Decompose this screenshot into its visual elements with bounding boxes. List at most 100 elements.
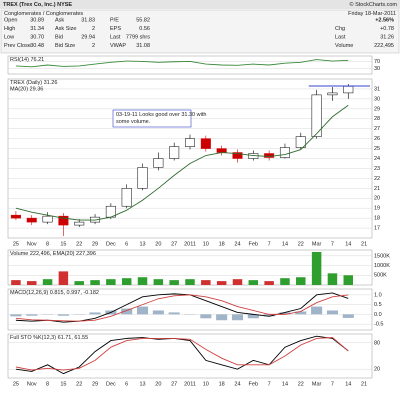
histogram-bar [231,314,244,321]
panel-title: Full STO %K(12,3) 61.71, 61.55 [10,335,88,341]
candle-body [295,136,306,148]
candle-body [311,94,322,137]
volume-bar [216,281,227,285]
volume-bar [327,273,338,285]
quote-box [0,9,400,54]
y-tick-label: 70 [374,59,380,65]
x-tick-label: 13 [139,381,145,387]
quote-label: Ask Size [55,26,76,32]
y-tick-label: 24 [374,156,380,162]
panel-frame [7,55,373,75]
annotation: some volume. [116,119,151,125]
quote-value: 7799 shrs [126,34,150,40]
volume-bar [311,251,322,285]
volume-bar [90,280,100,285]
histogram-bar [311,306,323,315]
x-tick-label: 14 [345,381,351,387]
x-tick-label: 18 [219,241,225,247]
quote-value: 30.89 [30,17,44,23]
x-tick-label: 7 [331,241,334,247]
y-tick-label: 0.5 [374,302,382,308]
histogram-bar [57,314,69,316]
volume-bar [201,280,211,285]
volume-bar [248,280,259,285]
x-tick-label: 21 [361,381,367,387]
panel-title: RSI(14) 76.21 [10,57,44,63]
y-tick-label: 18 [374,216,380,222]
y-tick-label: 19 [374,206,380,212]
y-tick-label: 31 [374,86,380,92]
candle-body [74,221,85,226]
histogram-bar [279,312,291,315]
quote-label: High [4,26,15,32]
change-pct: +2.56% [375,17,394,23]
candle-body [121,188,132,207]
y-tick-label: 26 [374,136,380,142]
candle-body [279,147,290,158]
candle-body [42,215,53,223]
x-tick-label: 15 [60,241,66,247]
candle-body [26,217,37,223]
volume-bar [232,279,243,285]
y-tick-label: 23 [374,166,380,172]
annotation: 03-19-11 Looks good over 31.30 with [116,112,206,118]
histogram-bar [121,308,133,315]
x-tick-label: 8 [46,381,49,387]
y-tick-label: 28 [374,116,380,122]
quote-label: Bid [55,34,63,40]
volume-bar [280,278,290,285]
histogram-bar [152,310,164,315]
copyright: © StockCharts.com [350,1,398,8]
histogram-bar [10,314,22,317]
quote-label: Low [4,34,14,40]
series-line [15,59,349,68]
histogram-bar [295,311,307,315]
x-tick-label: 14 [282,241,288,247]
quote-value: 55.82 [136,17,150,23]
x-tick-label: 22 [76,241,82,247]
x-tick-label: 10 [203,241,209,247]
summary-value: 31.26 [380,34,394,40]
volume-bar [11,280,21,285]
histogram-bar [168,312,180,315]
quote-value: 31.08 [136,43,150,49]
candle-body [185,138,195,147]
sector: Conglomerates / Conglomerates [4,11,83,17]
x-tick-label: 22 [298,381,304,387]
histogram-bar [263,314,275,317]
histogram-bar [247,314,259,319]
y-tick-label: 20 [374,367,380,373]
volume-bar [106,279,116,285]
x-tick-label: Mar [312,241,322,247]
x-tick-label: 29 [92,241,98,247]
histogram-bar [200,314,212,319]
histogram-bar [26,314,38,316]
x-tick-label: 29 [92,381,98,387]
panel-title: MACD(12,26,9) 0.815, 0.997, -0.182 [10,290,99,296]
y-tick-label: 20 [374,196,380,202]
volume-bar [26,281,37,285]
x-tick-label: 14 [282,381,288,387]
summary-label: Chg [335,26,345,32]
quote-value: 29.94 [81,34,95,40]
volume-bar [42,279,53,285]
candle-body [216,148,227,153]
series-line [15,294,349,322]
summary-label: Last [335,34,346,40]
quote-value: 30.70 [30,34,44,40]
y-tick-label: 29 [374,106,380,112]
y-tick-label: 30 [374,96,380,102]
x-tick-label: 25 [13,241,19,247]
x-tick-label: 7 [268,241,271,247]
symbol: TREX (Trex Co, Inc.) NYSE [3,2,72,8]
x-tick-label: 21 [361,241,367,247]
y-tick-label: 22 [374,176,380,182]
x-tick-label: Nov [27,241,37,247]
x-tick-label: Dec [106,241,116,247]
y-tick-label: 1000K [374,263,390,269]
x-tick-label: 24 [234,381,240,387]
summary-label: Volume [335,43,353,49]
x-tick-label: 7 [331,381,334,387]
panel-title: TREX (Daily) 31.26 [10,80,57,86]
